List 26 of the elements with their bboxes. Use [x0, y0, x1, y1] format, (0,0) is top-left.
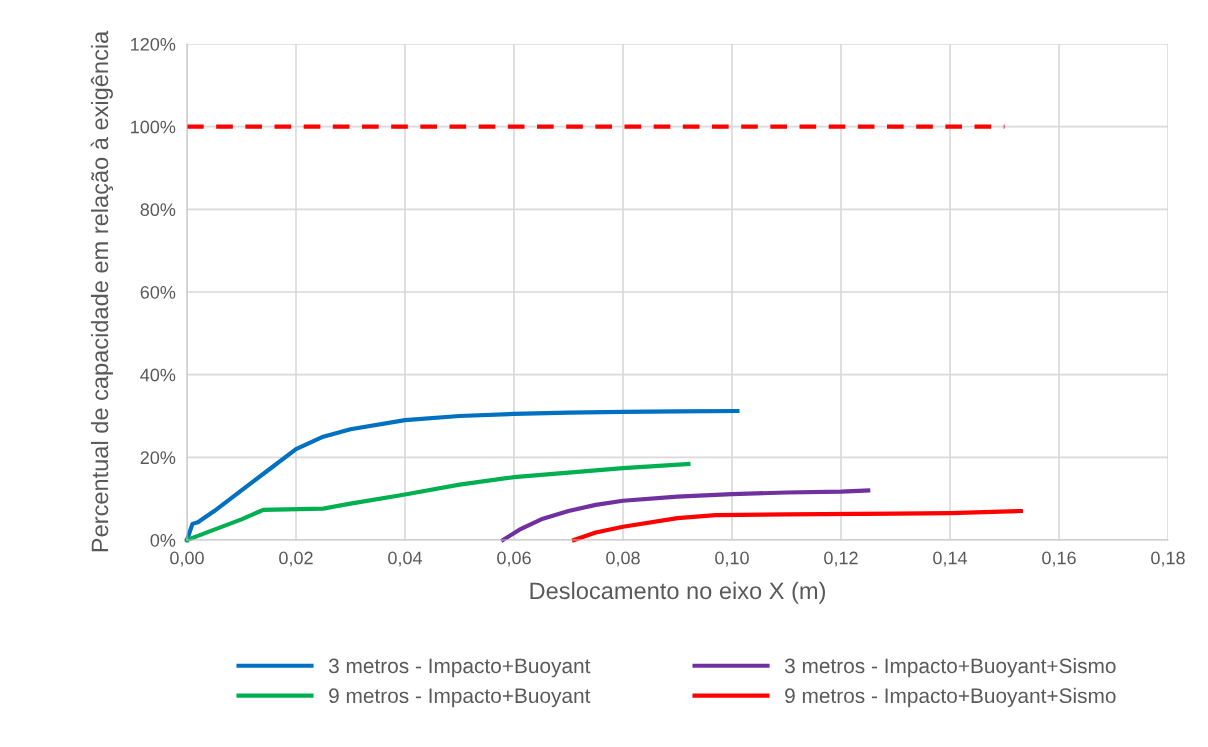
y-axis-title: Percentual de capacidade em relação à exigência [90, 30, 114, 552]
legend-label: 3 metros - Impacto+Buoyant [328, 658, 591, 678]
x-tick-label: 0,14 [933, 551, 968, 567]
x-tick-label: 0,10 [715, 551, 749, 567]
x-tick-label: 0,16 [1042, 551, 1076, 567]
legend-label: 9 metros - Impacto+Buoyant+Sismo [785, 687, 1116, 708]
y-tick-label: 60% [140, 285, 176, 299]
y-tick-label: 120% [131, 37, 176, 51]
legend-label: 3 metros - Impacto+Buoyant+Sismo [784, 657, 1116, 678]
x-tick-label: 0,04 [388, 551, 423, 567]
legend-label: 9 metros - Impacto+Buoyant [329, 688, 591, 708]
x-tick-label: 0,06 [497, 551, 531, 567]
x-tick-label: 0,00 [170, 551, 204, 567]
y-tick-label: 0% [150, 533, 176, 547]
line-series [571, 508, 1023, 543]
y-tick-label: 40% [140, 368, 176, 382]
line-series [501, 488, 871, 543]
x-tick-label: 0,18 [1151, 551, 1185, 567]
y-tick-label: 100% [131, 120, 176, 134]
x-axis-title: Deslocamento no eixo X (m) [530, 581, 825, 604]
x-tick-label: 0,08 [606, 551, 640, 567]
y-tick-label: 80% [140, 203, 176, 217]
x-tick-label: 0,12 [824, 551, 858, 567]
y-tick-label: 20% [140, 451, 176, 465]
x-tick-label: 0,02 [279, 551, 313, 567]
line-series [184, 461, 691, 543]
